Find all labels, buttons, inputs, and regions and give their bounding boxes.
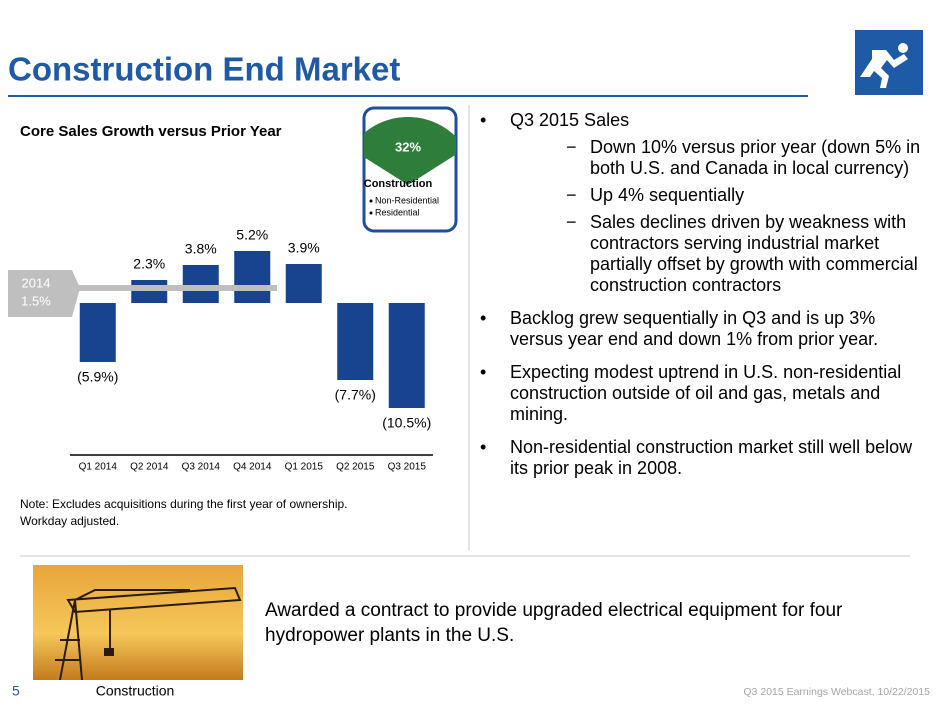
x-tick-label: Q1 2014: [79, 462, 118, 473]
inset: [362, 106, 458, 233]
photo: [33, 565, 243, 681]
chart-title: Core Sales Growth versus Prior Year: [20, 123, 282, 140]
data-label: (10.5%): [382, 415, 431, 431]
x-tick-label: Q1 2015: [285, 462, 324, 473]
bullet: Q3 2015 SalesDown 10% versus prior year …: [478, 110, 928, 296]
bar: [182, 265, 219, 303]
data-label: (5.9%): [77, 369, 118, 385]
logo: [855, 30, 923, 95]
bar: [234, 251, 271, 303]
sub-bullet: Down 10% versus prior year (down 5% in b…: [510, 137, 928, 179]
x-tick-label: Q3 2014: [182, 462, 221, 473]
inset-item: Residential: [375, 207, 420, 217]
slide-title: Construction End Market: [8, 51, 400, 88]
x-tick-label: Q3 2015: [388, 462, 427, 473]
highlight-text: Awarded a contract to provide upgraded e…: [265, 600, 843, 646]
pie-wedge: [364, 117, 456, 185]
x-tick-label: Q4 2014: [233, 462, 272, 473]
bar: [79, 303, 116, 362]
bullet: Backlog grew sequentially in Q3 and is u…: [478, 308, 928, 350]
bullet: Expecting modest uptrend in U.S. non-res…: [478, 362, 928, 425]
bar: [131, 280, 168, 303]
bullet: Non-residential construction market stil…: [478, 437, 928, 479]
chart-note: Note: Excludes acquisitions during the f…: [20, 497, 348, 528]
inset-bullet: [369, 211, 373, 215]
reference-line: [70, 285, 277, 291]
inset-bullet: [369, 199, 373, 203]
x-tick-label: Q2 2015: [336, 462, 375, 473]
reference-value: 1.5%: [21, 293, 51, 308]
data-label: (7.7%): [335, 387, 376, 403]
inset-item: Non-Residential: [375, 195, 439, 205]
sub-bullet: Up 4% sequentially: [510, 185, 928, 206]
page-number: 5: [12, 683, 20, 699]
sub-bullet: Sales declines driven by weakness with c…: [510, 212, 928, 296]
data-label: 5.2%: [236, 227, 268, 243]
reference-tag: [8, 270, 80, 317]
x-tick-label: Q2 2014: [130, 462, 169, 473]
bar: [388, 303, 425, 408]
data-label: 3.8%: [185, 241, 217, 257]
photo-caption: Construction: [96, 683, 175, 699]
bullet-list: Q3 2015 SalesDown 10% versus prior year …: [478, 110, 928, 491]
data-label: 2.3%: [133, 256, 165, 272]
inset-value: 32%: [395, 139, 421, 154]
bar: [337, 303, 374, 380]
data-label: 3.9%: [288, 240, 320, 256]
footer-text: Q3 2015 Earnings Webcast, 10/22/2015: [743, 686, 930, 698]
bar: [285, 264, 322, 303]
reference-label: 2014: [22, 275, 51, 290]
inset-title: Construction: [364, 178, 433, 190]
